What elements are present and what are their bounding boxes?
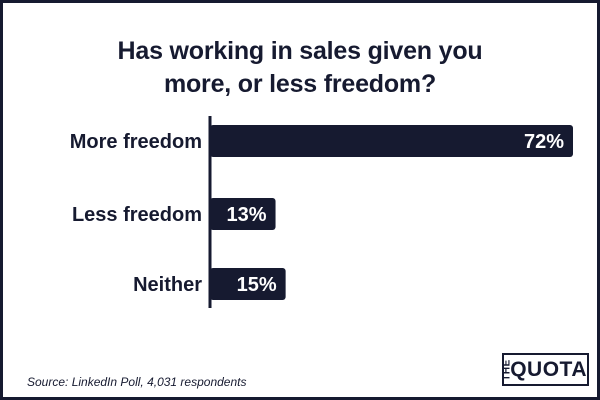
- chart-title: Has working in sales given you more, or …: [3, 35, 597, 101]
- logo-small-text: THE: [501, 358, 513, 381]
- category-label: Neither: [133, 274, 202, 296]
- bar: [210, 268, 286, 300]
- chart-title-line-1: Has working in sales given you: [117, 37, 483, 65]
- bar: [210, 198, 276, 230]
- value-label: 72%: [524, 131, 564, 153]
- bar: [210, 125, 573, 157]
- value-label: 13%: [227, 204, 267, 226]
- bar-chart: More freedom 72% Less freedom 13% Neither 15%: [70, 116, 573, 308]
- the-quota-logo: THE QUOTA: [501, 353, 589, 386]
- logo-main-text: QUOTA: [510, 358, 587, 381]
- value-label: 15%: [237, 274, 277, 296]
- category-label: Less freedom: [72, 204, 202, 226]
- source-note: Source: LinkedIn Poll, 4,031 respondents: [27, 375, 247, 389]
- category-label: More freedom: [70, 131, 202, 153]
- chart-title-line-2: more, or less freedom?: [163, 70, 437, 98]
